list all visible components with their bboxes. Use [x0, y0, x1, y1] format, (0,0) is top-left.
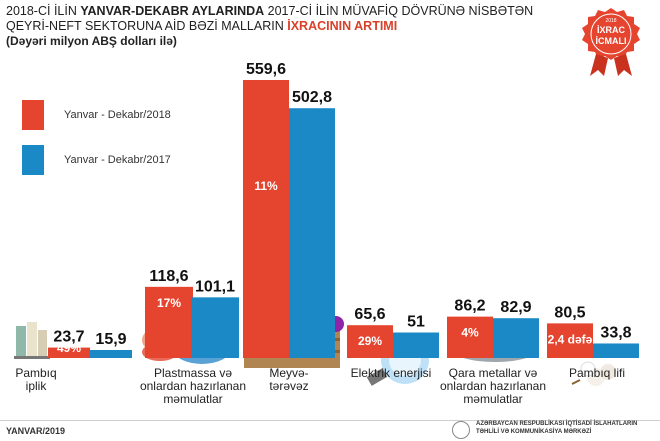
footer-organization: AZƏRBAYCAN RESPUBLİKASI İQTİSADİ İSLAHAT…	[476, 420, 646, 436]
legend-label-2017: Yanvar - Dekabr/2017	[64, 154, 171, 166]
category-label: onlardan hazırlanan	[140, 379, 246, 393]
growth-label: 11%	[254, 179, 278, 193]
value-label-2018: 80,5	[554, 304, 585, 321]
growth-label: 4%	[461, 326, 479, 340]
bar-2017	[393, 332, 439, 358]
header-line-3: (Dəyəri milyon ABŞ dolları ilə)	[6, 34, 177, 48]
legend-swatch-2018	[22, 100, 44, 130]
bar-2018	[347, 325, 393, 358]
category-label: Pambıq lifi	[569, 366, 625, 380]
legend-label-2018: Yanvar - Dekabr/2018	[64, 109, 171, 121]
growth-label: 49%	[57, 341, 81, 355]
category-label: məmulatlar	[163, 392, 222, 406]
bar-2017	[191, 297, 239, 358]
value-label-2017: 101,1	[195, 278, 235, 295]
category-label: onlardan hazırlanan	[440, 379, 546, 393]
category-label: məmulatlar	[463, 392, 522, 406]
header-line-1: 2018-Cİ İLİN YANVAR-DEKABR AYLARINDA 201…	[6, 4, 534, 18]
value-label-2018: 65,6	[354, 306, 385, 323]
value-label-2017: 33,8	[600, 324, 631, 341]
badge-line-1: İXRAC	[597, 25, 626, 35]
legend-swatch-2017	[22, 145, 44, 175]
bar-2017	[90, 350, 132, 358]
value-label-2017: 502,8	[292, 89, 332, 106]
bar-2017	[289, 108, 335, 358]
category-label: Meyvə-	[269, 366, 308, 380]
value-label-2018: 559,6	[246, 61, 286, 78]
value-label-2018: 118,6	[149, 268, 188, 285]
header-line-2: QEYRİ-NEFT SEKTORUNA AİD BƏZİ MALLARIN İ…	[6, 19, 398, 33]
value-label-2018: 86,2	[454, 298, 485, 315]
cotton-flower-icon	[571, 361, 616, 386]
bar-2018	[48, 347, 90, 358]
badge-year: 2018	[605, 18, 616, 24]
footer-org-line-1: AZƏRBAYCAN RESPUBLİKASI İQTİSADİ İSLAHAT…	[476, 421, 638, 427]
growth-label: 29%	[358, 334, 382, 348]
category-label: Qara metallar və	[449, 366, 538, 380]
category-label: iplik	[26, 379, 48, 393]
badge-line-2: İCMALI	[596, 36, 627, 46]
value-label-2017: 82,9	[500, 299, 531, 316]
category-label: Elektrik enerjisi	[351, 366, 432, 380]
growth-label: 17%	[157, 296, 181, 310]
footer-date: YANVAR/2019	[6, 426, 66, 436]
chart-header: 2018-Cİ İLİN YANVAR-DEKABR AYLARINDA 201…	[6, 4, 566, 49]
thread-spools-icon	[14, 322, 50, 359]
bar-2017	[493, 318, 539, 358]
bar-2018	[547, 323, 593, 358]
category-label: Plastmassa və	[154, 366, 232, 380]
bar-2018	[243, 80, 289, 358]
ixrac-icmali-badge-icon: 2018 İXRAC İCMALI	[582, 8, 640, 76]
category-label: Pambıq	[15, 366, 56, 380]
value-label-2018: 23,7	[53, 329, 84, 346]
emblem-icon	[452, 421, 470, 439]
value-label-2017: 51	[407, 314, 425, 331]
category-label: tərəvəz	[269, 379, 308, 393]
bar-2018	[447, 316, 493, 358]
bar-2017	[593, 343, 639, 358]
bar-2018	[145, 286, 193, 358]
footer-org-line-2: TƏHLİLİ VƏ KOMMUNİKASİYA MƏRKƏZİ	[476, 429, 592, 435]
growth-label: 2,4 dəfə	[548, 332, 593, 346]
footer-divider	[0, 420, 660, 421]
value-label-2017: 15,9	[95, 331, 126, 348]
